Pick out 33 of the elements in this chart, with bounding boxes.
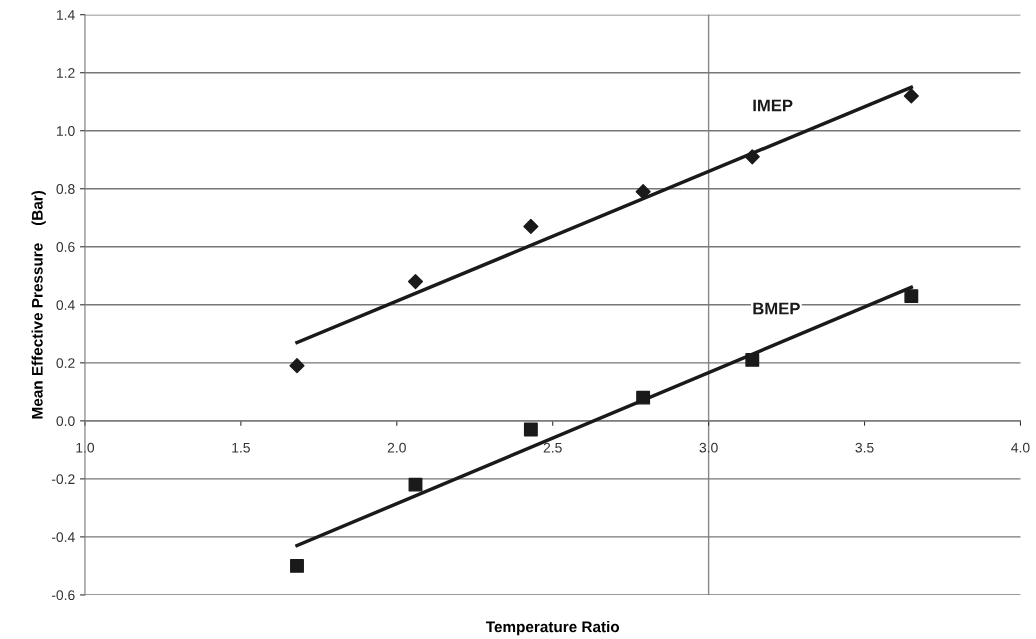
- y-tick-label: 1.4: [56, 10, 75, 20]
- y-tick-label: 0.4: [56, 300, 75, 310]
- point: [408, 477, 423, 492]
- point: [745, 352, 760, 367]
- y-tick-label: 1.2: [56, 68, 75, 78]
- point: [635, 184, 651, 200]
- point: [904, 289, 919, 304]
- y-tick-label: -0.2: [51, 474, 75, 485]
- y-tick-label: 0.0: [56, 416, 75, 427]
- text: BMEP: [753, 302, 800, 315]
- point: [523, 422, 538, 437]
- y-tick-label: -0.4: [51, 532, 75, 543]
- x-tick-label: 2.5: [543, 442, 562, 453]
- x-tick-label: 1.5: [232, 442, 250, 453]
- point: [744, 149, 760, 165]
- point: [289, 358, 305, 374]
- point: [407, 274, 424, 290]
- y-tick-label: 0.8: [56, 184, 75, 194]
- point: [636, 390, 651, 405]
- y-tick-label: 1.0: [56, 126, 75, 136]
- y-tick-label: -0.6: [51, 590, 75, 601]
- y-axis-title: Mean Effective Pressure (Bar): [31, 190, 46, 419]
- x-tick-label: 4.0: [1011, 442, 1030, 453]
- point: [903, 88, 919, 104]
- y-tick-label: 0.2: [56, 358, 75, 368]
- x-tick-label: 3.5: [855, 442, 874, 453]
- point: [290, 558, 304, 573]
- x-axis-title: Temperature Ratio: [485, 621, 620, 636]
- point: [523, 218, 539, 235]
- x-tick-label: 2.0: [387, 442, 406, 453]
- y-tick-label: 0.6: [56, 242, 75, 252]
- text: IMEP: [753, 99, 793, 112]
- x-tick-label: 1.0: [76, 442, 95, 453]
